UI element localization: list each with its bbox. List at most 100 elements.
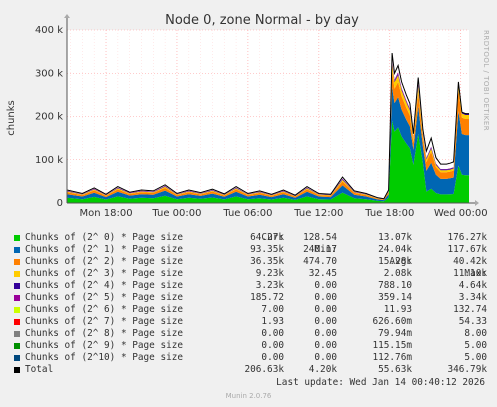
legend-swatch [14, 355, 20, 361]
legend-min-value: 0.00 [314, 316, 337, 327]
legend-min-value: 4.20k [308, 364, 337, 375]
legend-min-value: 0.00 [314, 328, 337, 339]
header-max: Max: [464, 268, 487, 279]
legend-row: Chunks of (2^ 0) * Page size 64.27k 128.54… [0, 232, 497, 244]
legend-swatch [14, 343, 20, 349]
legend-min-value: 32.45 [308, 268, 337, 279]
legend-avg-value: 55.63k [378, 364, 412, 375]
legend-swatch [14, 367, 20, 373]
legend-avg-value: 115.15m [372, 340, 412, 351]
total-line [66, 52, 469, 200]
x-tick-label: Mon 18:00 [79, 208, 132, 219]
legend-row: Chunks of (2^ 3) * Page size 9.23k 32.45 2.… [0, 268, 497, 280]
legend-label: Chunks of (2^ 1) * Page size [25, 244, 184, 255]
legend-label: Chunks of (2^ 4) * Page size [25, 280, 184, 291]
legend-avg-value: 24.04k [378, 244, 412, 255]
legend-avg-value: 112.76m [372, 352, 412, 363]
legend-max-value: 5.00 [464, 352, 487, 363]
x-tick-label: Tue 00:00 [151, 208, 201, 219]
legend-label: Chunks of (2^ 0) * Page size [25, 232, 184, 243]
legend-cur-value: 0.00 [261, 352, 284, 363]
legend-row: Chunks of (2^ 9) * Page size 0.00 0.00 115.… [0, 340, 497, 352]
legend-swatch [14, 259, 20, 265]
legend-row: Total 206.63k 4.20k 55.63k 346.79k [0, 364, 497, 376]
legend-max-value: 132.74 [453, 304, 487, 315]
legend-header: Cur: Min: Avg: Max: [0, 220, 497, 279]
legend-swatch [14, 331, 20, 337]
x-tick-label: Wed 00:00 [434, 208, 488, 219]
area-series-0 [67, 120, 469, 203]
legend-avg-value: 788.10 [378, 280, 412, 291]
legend-min-value: 0.00 [314, 352, 337, 363]
legend-row: Chunks of (2^ 5) * Page size 185.72 0.00 35… [0, 292, 497, 304]
legend-swatch [14, 283, 20, 289]
x-tick-label: Tue 06:00 [222, 208, 272, 219]
side-credit: RRDTOOL / TOBI OETIKER [482, 30, 490, 131]
legend-row: Chunks of (2^ 1) * Page size 93.35k 240.17… [0, 244, 497, 256]
legend-label: Chunks of (2^ 3) * Page size [25, 268, 184, 279]
legend-cur-value: 9.23k [255, 268, 284, 279]
legend-max-value: 4.64k [458, 280, 487, 291]
legend-avg-value: 13.07k [378, 232, 412, 243]
header-avg: Avg: [389, 256, 412, 267]
y-axis-label: chunks [6, 100, 17, 136]
legend-min-value: 128.54 [303, 232, 337, 243]
legend-label: Chunks of (2^ 7) * Page size [25, 316, 184, 327]
legend-min-value: 0.00 [314, 340, 337, 351]
legend-cur-value: 3.23k [255, 280, 284, 291]
legend-row: Chunks of (2^10) * Page size 0.00 0.00 112.… [0, 352, 497, 364]
legend-label: Chunks of (2^ 6) * Page size [25, 304, 184, 315]
legend-avg-value: 359.14 [378, 292, 412, 303]
legend-swatch [14, 247, 20, 253]
legend-swatch [14, 319, 20, 325]
legend-cur-value: 64.27k [250, 232, 284, 243]
legend-cur-value: 0.00 [261, 328, 284, 339]
y-tick-label: 300 k [35, 68, 63, 79]
legend-max-value: 3.34k [458, 292, 487, 303]
legend-row: Chunks of (2^ 2) * Page size 36.35k 474.70… [0, 256, 497, 268]
legend-label: Chunks of (2^ 2) * Page size [25, 256, 184, 267]
y-axis-arrow [64, 14, 70, 18]
legend-max-value: 54.33 [458, 316, 487, 327]
legend-swatch [14, 271, 20, 277]
legend-row: Chunks of (2^ 6) * Page size 7.00 0.00 11.9… [0, 304, 497, 316]
chart-title: Node 0, zone Normal - by day [165, 13, 359, 28]
header-min: Min: [314, 244, 337, 255]
legend-cur-value: 185.72 [250, 292, 284, 303]
legend-min-value: 474.70 [303, 256, 337, 267]
legend-avg-value: 2.08k [383, 268, 412, 279]
area-series-1 [67, 87, 469, 202]
legend-max-value: 40.42k [453, 256, 487, 267]
legend-avg-value: 15.28k [378, 256, 412, 267]
last-update: Last update: Wed Jan 14 00:40:12 2026 [276, 377, 485, 388]
header-cur: Cur: [261, 232, 284, 243]
y-tick-label: 0 [57, 198, 63, 209]
legend-cur-value: 1.93 [261, 316, 284, 327]
legend-avg-value: 11.93 [383, 304, 412, 315]
legend-max-value: 8.00 [464, 328, 487, 339]
legend-avg-value: 626.60m [372, 316, 412, 327]
legend-row: Chunks of (2^ 7) * Page size 1.93 0.00 626.… [0, 316, 497, 328]
legend-max-value: 346.79k [447, 364, 487, 375]
legend-max-value: 176.27k [447, 232, 487, 243]
legend-label: Chunks of (2^ 9) * Page size [25, 340, 184, 351]
legend-max-value: 5.00 [464, 340, 487, 351]
legend-label: Chunks of (2^10) * Page size [25, 352, 184, 363]
legend-max-value: 117.67k [447, 244, 487, 255]
legend-min-value: 0.00 [314, 292, 337, 303]
x-tick-label: Tue 12:00 [293, 208, 343, 219]
legend-row: Chunks of (2^ 8) * Page size 0.00 0.00 79.9… [0, 328, 497, 340]
legend-avg-value: 79.94m [378, 328, 412, 339]
legend-label: Chunks of (2^ 8) * Page size [25, 328, 184, 339]
legend-min-value: 0.00 [314, 280, 337, 291]
legend-label: Chunks of (2^ 5) * Page size [25, 292, 184, 303]
legend-min-value: 0.00 [314, 304, 337, 315]
munin-version: Munin 2.0.76 [225, 392, 272, 400]
legend-cur-value: 0.00 [261, 340, 284, 351]
legend-cur-value: 36.35k [250, 256, 284, 267]
legend-swatch [14, 235, 20, 241]
legend-swatch [14, 295, 20, 301]
legend-row: Chunks of (2^ 4) * Page size 3.23k 0.00 788… [0, 280, 497, 292]
legend-label: Total [25, 364, 54, 375]
